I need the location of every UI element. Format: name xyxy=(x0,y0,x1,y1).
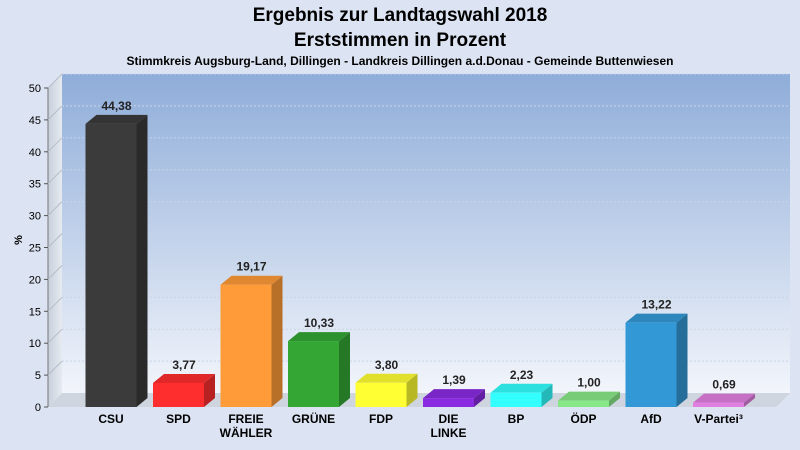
x-tick-label: AfD xyxy=(640,412,662,426)
bar-top xyxy=(693,393,755,403)
bar-top xyxy=(153,373,215,383)
y-tick-label: 0 xyxy=(35,402,41,414)
bar-front xyxy=(85,123,137,408)
bar-9 xyxy=(693,393,755,407)
bar-side xyxy=(541,383,553,407)
y-axis-label: % xyxy=(13,235,25,245)
bar-top xyxy=(490,383,553,393)
x-tick-label: SPD xyxy=(166,412,191,426)
x-tick-label: V-Partei³ xyxy=(694,412,743,426)
gridline-side xyxy=(47,360,63,376)
bar-front xyxy=(153,382,204,407)
gridline-side xyxy=(47,296,63,312)
gridline-side xyxy=(47,265,63,280)
bar-top xyxy=(355,373,418,383)
bar-2 xyxy=(220,275,283,407)
x-tick-label: FREIE xyxy=(228,412,263,426)
data-label: 2,23 xyxy=(510,368,534,382)
bar-side xyxy=(744,393,755,407)
x-tick-label: WÄHLER xyxy=(220,425,273,440)
x-tick-label: CSU xyxy=(98,412,123,426)
bar-4 xyxy=(355,373,418,407)
x-tick-label: BP xyxy=(508,412,525,426)
y-tick-label: 30 xyxy=(29,211,41,223)
data-label: 3,80 xyxy=(375,358,399,372)
chart-title: Ergebnis zur Landtagswahl 2018 xyxy=(253,5,548,26)
x-tick-label: LINKE xyxy=(431,426,467,440)
data-label: 3,77 xyxy=(172,358,196,372)
x-tick-label: DIE xyxy=(438,412,458,426)
bar-side xyxy=(406,373,418,407)
bar-side xyxy=(271,275,283,407)
y-tick-label: 35 xyxy=(29,179,41,191)
y-tick-label: 10 xyxy=(29,338,41,350)
bar-top xyxy=(288,332,350,342)
bar-7 xyxy=(558,391,620,407)
y-tick-label: 25 xyxy=(29,243,41,255)
bar-side xyxy=(339,332,350,407)
bar-5 xyxy=(423,389,485,407)
gridline-side xyxy=(47,201,63,216)
bar-front xyxy=(625,322,677,407)
bar-front xyxy=(423,398,474,407)
data-label: 44,38 xyxy=(101,99,131,113)
bar-front xyxy=(558,400,609,407)
chart-subtitle: Erststimmen in Prozent xyxy=(294,30,507,51)
gridline-side xyxy=(47,328,63,344)
data-label: 1,39 xyxy=(442,373,466,387)
y-tick-label: 5 xyxy=(35,370,41,382)
gridline-side xyxy=(47,105,63,121)
bar-1 xyxy=(153,373,215,407)
bar-side xyxy=(204,373,215,407)
x-tick-label: GRÜNE xyxy=(292,411,335,426)
bar-front xyxy=(220,284,272,407)
gridline-side xyxy=(47,233,63,248)
bar-3 xyxy=(288,332,350,407)
y-tick-label: 45 xyxy=(29,115,41,127)
data-label: 19,17 xyxy=(236,260,266,274)
gridline-side xyxy=(47,137,63,153)
bar-front xyxy=(355,382,407,407)
bar-top xyxy=(423,389,485,399)
y-tick-label: 50 xyxy=(29,83,41,95)
bar-top xyxy=(220,275,283,285)
bar-front xyxy=(490,392,542,407)
y-tick-label: 40 xyxy=(29,147,41,159)
chart-caption: Stimmkreis Augsburg-Land, Dillingen - La… xyxy=(127,54,674,68)
bar-front xyxy=(288,341,339,407)
bar-front xyxy=(693,402,744,407)
data-label: 10,33 xyxy=(304,316,334,330)
x-tick-label: FDP xyxy=(369,412,393,426)
bar-0 xyxy=(85,114,148,408)
data-label: 1,00 xyxy=(577,376,601,390)
bar-top xyxy=(85,114,148,124)
y-tick-label: 20 xyxy=(29,274,41,286)
bar-6 xyxy=(490,383,553,407)
gridline-side xyxy=(47,73,63,89)
bar-side xyxy=(609,391,620,407)
bar-8 xyxy=(625,313,688,407)
gridline-side xyxy=(47,169,63,185)
bar-side xyxy=(676,313,688,407)
data-label: 0,69 xyxy=(712,378,736,392)
x-tick-label: ÖDP xyxy=(570,411,596,426)
data-label: 13,22 xyxy=(641,298,671,312)
bar-side xyxy=(474,389,485,407)
bar-top xyxy=(625,313,688,323)
y-tick-label: 15 xyxy=(29,306,41,318)
bar-side xyxy=(136,114,148,408)
bar-top xyxy=(558,391,620,401)
